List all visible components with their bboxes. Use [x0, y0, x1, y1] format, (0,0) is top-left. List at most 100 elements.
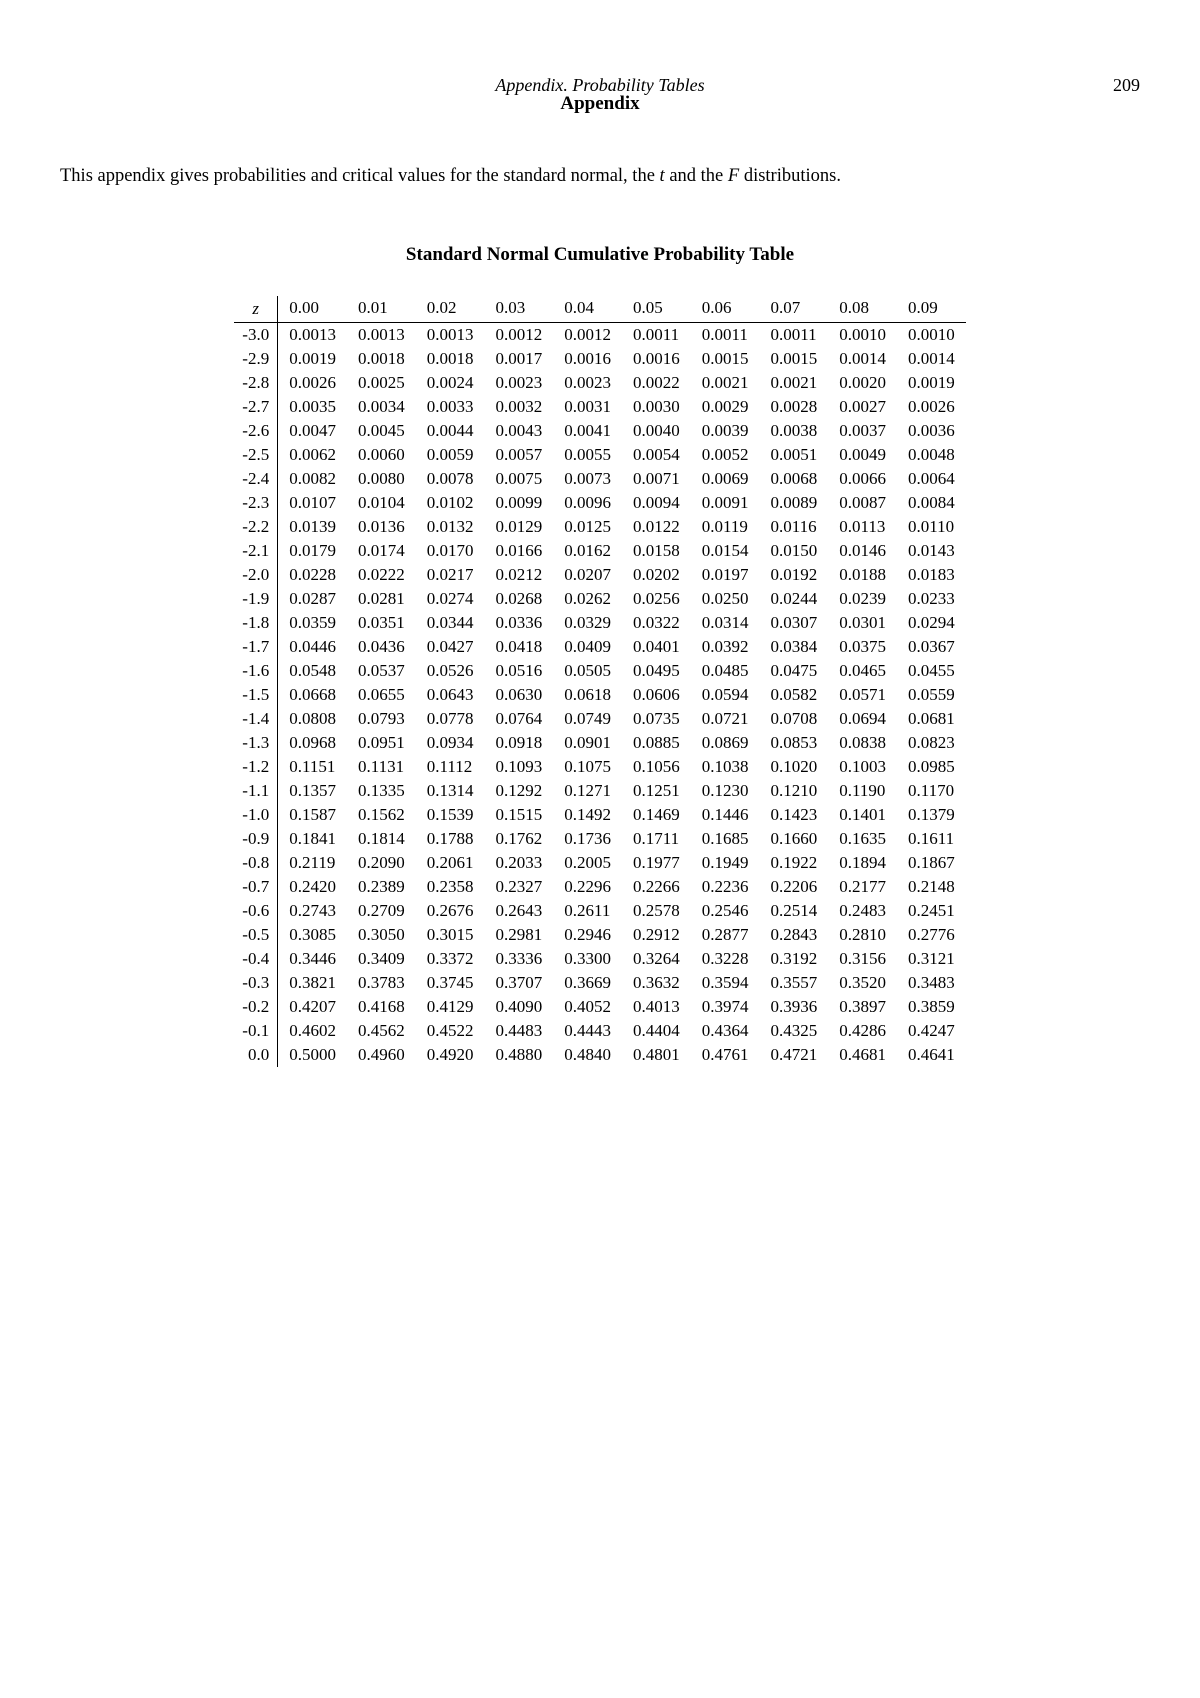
probability-cell: 0.1539 [416, 803, 485, 827]
table-row: -0.90.18410.18140.17880.17620.17360.1711… [234, 827, 965, 851]
z-value: -2.3 [234, 491, 277, 515]
probability-cell: 0.2236 [691, 875, 760, 899]
probability-cell: 0.2843 [759, 923, 828, 947]
probability-cell: 0.0475 [759, 659, 828, 683]
probability-cell: 0.0392 [691, 635, 760, 659]
probability-cell: 0.0022 [622, 371, 691, 395]
table-row: -2.80.00260.00250.00240.00230.00230.0022… [234, 371, 965, 395]
probability-cell: 0.0630 [484, 683, 553, 707]
probability-cell: 0.2033 [484, 851, 553, 875]
probability-cell: 0.0485 [691, 659, 760, 683]
probability-cell: 0.0054 [622, 443, 691, 467]
z-value: -1.2 [234, 755, 277, 779]
probability-cell: 0.0455 [897, 659, 966, 683]
probability-cell: 0.4247 [897, 1019, 966, 1043]
probability-cell: 0.4325 [759, 1019, 828, 1043]
probability-cell: 0.0526 [416, 659, 485, 683]
probability-cell: 0.4207 [278, 995, 347, 1019]
probability-cell: 0.1711 [622, 827, 691, 851]
probability-cell: 0.3228 [691, 947, 760, 971]
probability-cell: 0.0044 [416, 419, 485, 443]
probability-cell: 0.1977 [622, 851, 691, 875]
probability-cell: 0.0011 [622, 322, 691, 347]
probability-cell: 0.0025 [347, 371, 416, 395]
probability-cell: 0.3372 [416, 947, 485, 971]
probability-cell: 0.0436 [347, 635, 416, 659]
probability-cell: 0.0110 [897, 515, 966, 539]
probability-cell: 0.0823 [897, 731, 966, 755]
probability-cell: 0.0028 [759, 395, 828, 419]
probability-cell: 0.0069 [691, 467, 760, 491]
probability-cell: 0.4562 [347, 1019, 416, 1043]
z-value: -2.2 [234, 515, 277, 539]
probability-cell: 0.3669 [553, 971, 622, 995]
probability-cell: 0.0239 [828, 587, 897, 611]
probability-cell: 0.2177 [828, 875, 897, 899]
probability-cell: 0.0418 [484, 635, 553, 659]
probability-cell: 0.0078 [416, 467, 485, 491]
table-row: -1.00.15870.15620.15390.15150.14920.1469… [234, 803, 965, 827]
probability-cell: 0.3050 [347, 923, 416, 947]
probability-cell: 0.3859 [897, 995, 966, 1019]
probability-cell: 0.1075 [553, 755, 622, 779]
z-value: -2.4 [234, 467, 277, 491]
probability-cell: 0.0014 [828, 347, 897, 371]
probability-cell: 0.0036 [897, 419, 966, 443]
probability-cell: 0.0808 [278, 707, 347, 731]
probability-cell: 0.0031 [553, 395, 622, 419]
probability-cell: 0.0136 [347, 515, 416, 539]
table-title: Standard Normal Cumulative Probability T… [60, 244, 1140, 266]
table-row: -1.40.08080.07930.07780.07640.07490.0735… [234, 707, 965, 731]
probability-cell: 0.2483 [828, 899, 897, 923]
probability-cell: 0.1210 [759, 779, 828, 803]
z-value: -1.8 [234, 611, 277, 635]
probability-cell: 0.2946 [553, 923, 622, 947]
z-value: -0.9 [234, 827, 277, 851]
probability-cell: 0.0016 [553, 347, 622, 371]
z-value: -2.9 [234, 347, 277, 371]
probability-cell: 0.0062 [278, 443, 347, 467]
probability-cell: 0.2389 [347, 875, 416, 899]
probability-cell: 0.0019 [278, 347, 347, 371]
probability-cell: 0.1736 [553, 827, 622, 851]
probability-cell: 0.1151 [278, 755, 347, 779]
probability-cell: 0.0901 [553, 731, 622, 755]
probability-cell: 0.0188 [828, 563, 897, 587]
intro-f-symbol: F [728, 166, 739, 186]
z-value: 0.0 [234, 1043, 277, 1067]
probability-cell: 0.0043 [484, 419, 553, 443]
appendix-title: Appendix [60, 93, 1140, 115]
probability-cell: 0.2327 [484, 875, 553, 899]
table-row: -2.40.00820.00800.00780.00750.00730.0071… [234, 467, 965, 491]
probability-cell: 0.3121 [897, 947, 966, 971]
probability-cell: 0.0375 [828, 635, 897, 659]
probability-cell: 0.0039 [691, 419, 760, 443]
column-header: 0.07 [759, 296, 828, 323]
probability-cell: 0.1251 [622, 779, 691, 803]
probability-cell: 0.0344 [416, 611, 485, 635]
probability-cell: 0.0021 [759, 371, 828, 395]
probability-cell: 0.0314 [691, 611, 760, 635]
probability-cell: 0.4761 [691, 1043, 760, 1067]
probability-cell: 0.0192 [759, 563, 828, 587]
probability-cell: 0.0023 [484, 371, 553, 395]
probability-cell: 0.1271 [553, 779, 622, 803]
probability-cell: 0.0057 [484, 443, 553, 467]
probability-cell: 0.0060 [347, 443, 416, 467]
probability-cell: 0.0207 [553, 563, 622, 587]
probability-cell: 0.0668 [278, 683, 347, 707]
probability-cell: 0.0052 [691, 443, 760, 467]
probability-cell: 0.0154 [691, 539, 760, 563]
probability-cell: 0.0132 [416, 515, 485, 539]
probability-cell: 0.1922 [759, 851, 828, 875]
probability-cell: 0.0015 [759, 347, 828, 371]
probability-cell: 0.0721 [691, 707, 760, 731]
probability-cell: 0.0197 [691, 563, 760, 587]
table-row: -0.70.24200.23890.23580.23270.22960.2266… [234, 875, 965, 899]
probability-cell: 0.0287 [278, 587, 347, 611]
probability-cell: 0.1003 [828, 755, 897, 779]
probability-cell: 0.0099 [484, 491, 553, 515]
table-row: -2.70.00350.00340.00330.00320.00310.0030… [234, 395, 965, 419]
probability-cell: 0.4960 [347, 1043, 416, 1067]
probability-cell: 0.0594 [691, 683, 760, 707]
